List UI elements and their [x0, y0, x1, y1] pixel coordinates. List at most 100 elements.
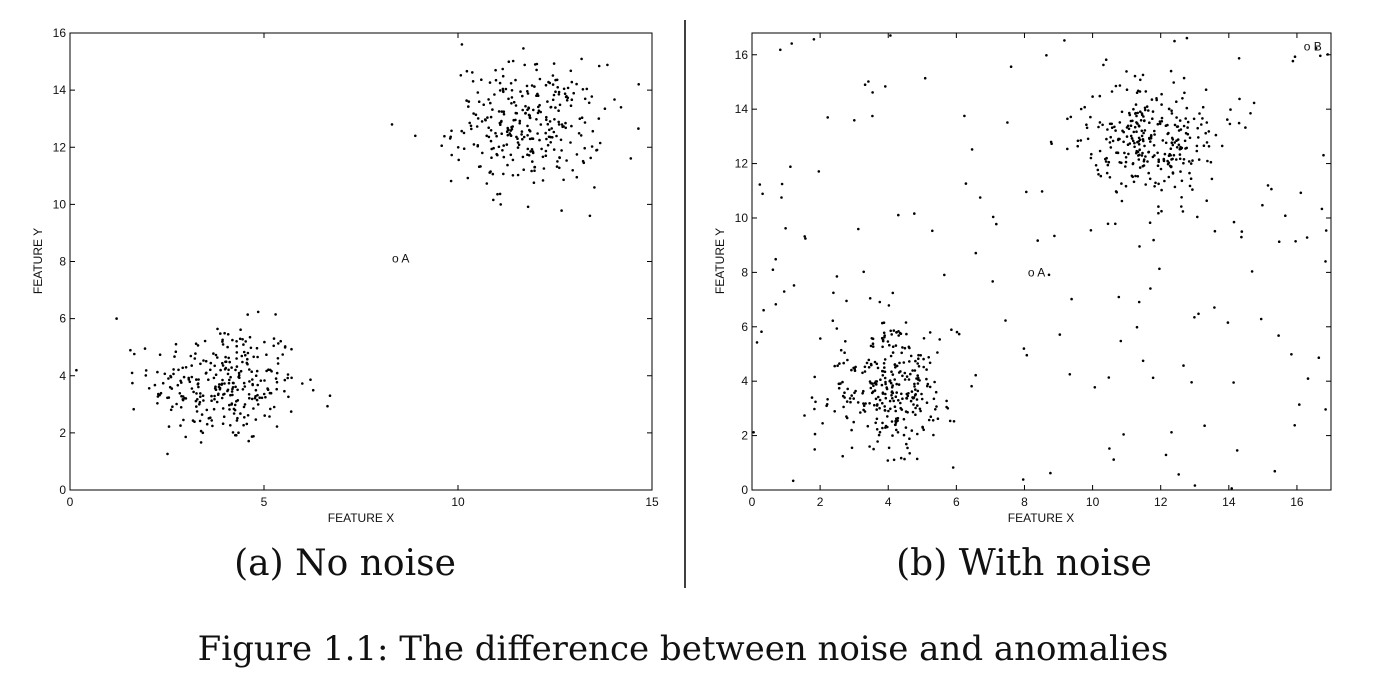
data-point	[1175, 158, 1178, 161]
data-point	[242, 350, 246, 354]
data-point	[212, 407, 216, 411]
data-point	[1143, 144, 1146, 148]
data-point	[222, 393, 225, 396]
data-point	[216, 356, 219, 359]
data-point	[192, 390, 195, 394]
data-point	[531, 160, 534, 163]
data-point	[1186, 132, 1190, 136]
data-point	[214, 388, 218, 392]
data-point	[861, 392, 864, 395]
data-point	[252, 407, 255, 410]
data-point	[1135, 91, 1139, 94]
data-point	[231, 338, 234, 342]
data-point	[131, 381, 134, 385]
data-point	[1273, 469, 1277, 473]
data-point	[1305, 236, 1309, 239]
data-point	[1116, 151, 1120, 154]
data-point	[1182, 161, 1185, 165]
data-point	[526, 90, 529, 93]
data-point	[518, 121, 521, 125]
data-point	[970, 384, 973, 388]
data-point	[169, 375, 173, 379]
data-point	[1145, 105, 1149, 108]
data-point	[852, 366, 855, 370]
data-point	[505, 143, 509, 146]
data-point	[1153, 185, 1156, 188]
data-point	[557, 109, 560, 112]
data-point	[863, 83, 867, 86]
data-point	[1131, 139, 1135, 143]
data-point	[1109, 135, 1112, 139]
data-point	[1306, 377, 1310, 380]
data-point	[831, 319, 835, 323]
data-point	[501, 74, 505, 78]
data-point	[925, 377, 928, 381]
data-point	[779, 48, 782, 52]
data-point	[1097, 125, 1100, 129]
data-point	[1324, 408, 1327, 411]
data-point	[603, 107, 607, 110]
data-point	[1170, 158, 1173, 161]
data-point	[1151, 376, 1155, 380]
data-point	[234, 385, 237, 389]
data-point	[502, 155, 506, 159]
data-point	[1240, 230, 1244, 233]
data-point	[414, 134, 417, 138]
data-point	[569, 141, 572, 144]
data-point	[1116, 138, 1120, 142]
data-point	[528, 129, 532, 133]
data-point	[810, 396, 814, 399]
data-point	[232, 412, 236, 415]
data-point	[1141, 138, 1145, 141]
data-point	[1090, 152, 1093, 156]
data-point	[825, 403, 829, 406]
data-point	[533, 165, 537, 169]
data-point	[1173, 123, 1177, 127]
data-point	[523, 63, 526, 67]
data-point	[143, 347, 147, 350]
data-point	[1036, 239, 1039, 242]
data-point	[144, 369, 148, 372]
data-point	[196, 398, 199, 401]
data-point	[895, 364, 899, 368]
data-point	[1163, 152, 1167, 156]
data-point	[1137, 154, 1140, 157]
annotation-label: o A	[392, 252, 409, 266]
x-tick-label: 15	[645, 495, 659, 509]
data-point	[895, 391, 898, 394]
data-point	[1173, 141, 1176, 144]
data-point	[234, 433, 237, 437]
data-point	[467, 100, 471, 103]
data-point	[886, 340, 890, 343]
data-point	[875, 428, 879, 431]
data-point	[1124, 156, 1128, 159]
data-point	[917, 365, 921, 368]
data-point	[272, 337, 276, 340]
data-point	[176, 383, 180, 387]
points-a	[75, 43, 640, 456]
data-point	[1130, 174, 1134, 178]
data-point	[859, 411, 862, 414]
data-point	[525, 84, 529, 88]
data-point	[498, 89, 502, 92]
data-point	[926, 384, 929, 388]
data-point	[974, 373, 977, 377]
data-point	[1181, 97, 1184, 100]
data-point	[489, 115, 493, 119]
data-point	[562, 87, 566, 91]
data-point	[483, 118, 487, 121]
data-point	[1266, 184, 1270, 187]
data-point	[221, 422, 225, 426]
data-point	[606, 63, 609, 67]
data-point	[899, 406, 902, 410]
data-point	[477, 100, 481, 103]
data-point	[877, 433, 881, 437]
data-point	[236, 416, 239, 420]
data-point	[224, 366, 228, 370]
data-point	[268, 415, 271, 418]
data-point	[199, 395, 202, 399]
data-point	[1230, 487, 1233, 490]
data-point	[932, 397, 936, 401]
data-point	[1089, 115, 1092, 119]
data-point	[1089, 156, 1093, 160]
